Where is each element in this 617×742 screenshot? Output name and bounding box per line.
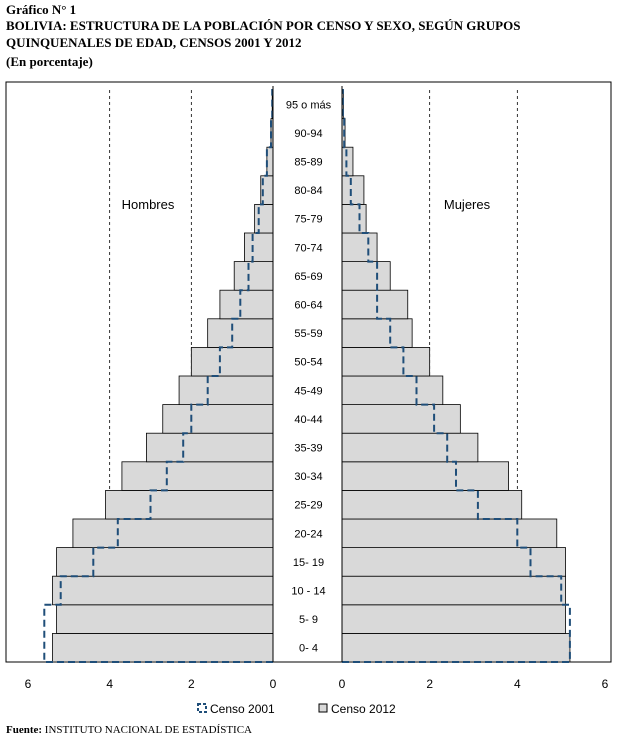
bar-2012-mujeres-65-69 — [341, 261, 391, 291]
figure-label: Gráfico N° 1 — [6, 2, 77, 17]
bar-2012-mujeres-20-24 — [341, 518, 558, 549]
bar-2012-mujeres-10-14 — [341, 575, 566, 606]
x-tick-left-4: 4 — [106, 677, 113, 691]
age-label-65-69: 65-69 — [294, 271, 322, 283]
bar-2012-hombres-35-39 — [146, 432, 274, 463]
bar-2012-mujeres-30-34 — [341, 461, 509, 491]
bar-2012-hombres-15-19 — [56, 547, 274, 577]
bar-2012-mujeres-0-4 — [341, 633, 571, 663]
bar-2012-hombres-25-29 — [105, 489, 274, 520]
bar-2012-mujeres-75-79 — [341, 203, 367, 234]
x-tick-right-0: 0 — [339, 677, 346, 691]
panel-label-hombres: Hombres — [122, 197, 175, 212]
x-tick-left-0: 0 — [270, 677, 277, 691]
age-label-90-94: 90-94 — [294, 128, 322, 140]
bar-2012-hombres-65-69 — [233, 261, 274, 291]
age-label-25-29: 25-29 — [294, 500, 322, 512]
age-label-30-34: 30-34 — [294, 471, 322, 483]
age-label-55-59: 55-59 — [294, 328, 322, 340]
bar-2012-mujeres-15-19 — [341, 547, 566, 577]
bar-2012-hombres-0-4 — [52, 633, 274, 663]
chart-title-line-2: QUINQUENALES DE EDAD, CENSOS 2001 Y 2012 — [6, 35, 302, 50]
x-tick-left-2: 2 — [188, 677, 195, 691]
chart-title-line-1: BOLIVIA: ESTRUCTURA DE LA POBLACIÓN POR … — [6, 18, 521, 33]
age-label-45-49: 45-49 — [294, 385, 322, 397]
source-label: Fuente: — [6, 724, 43, 736]
age-label-10-14: 10 - 14 — [291, 586, 325, 598]
bar-2012-mujeres-70-74 — [341, 232, 378, 263]
bar-2012-hombres-45-49 — [178, 375, 274, 406]
legend-label-censo-2001: Censo 2001 — [210, 702, 275, 716]
bar-2012-hombres-10-14 — [52, 575, 274, 606]
bar-2012-mujeres-55-59 — [341, 318, 413, 348]
bar-2012-hombres-40-44 — [162, 404, 274, 434]
x-tick-left-6: 6 — [25, 677, 32, 691]
legend-swatch-censo-2001 — [197, 703, 207, 713]
bar-2012-mujeres-60-64 — [341, 289, 409, 320]
outline-2001-mujeres — [341, 89, 571, 663]
source-text: INSTITUTO NACIONAL DE ESTADÍSTICA — [42, 724, 252, 736]
age-label-60-64: 60-64 — [294, 300, 322, 312]
age-label-0-4: 0- 4 — [299, 643, 318, 655]
chart-subtitle: (En porcentaje) — [6, 54, 93, 69]
bar-2012-hombres-50-54 — [190, 346, 274, 377]
x-axis-ticks: 6 4 2 0 0 2 4 6 — [25, 677, 609, 691]
age-label-80-84: 80-84 — [294, 185, 322, 197]
bar-2012-mujeres-35-39 — [341, 432, 479, 463]
x-tick-right-6: 6 — [602, 677, 609, 691]
bar-2012-mujeres-40-44 — [341, 404, 461, 434]
bar-2012-mujeres-50-54 — [341, 346, 431, 377]
bar-2012-hombres-20-24 — [72, 518, 274, 549]
age-label-75-79: 75-79 — [294, 214, 322, 226]
bar-2012-mujeres-80-84 — [341, 175, 365, 205]
age-label-95-o-m-s: 95 o más — [286, 99, 332, 111]
source-note: Fuente: INSTITUTO NACIONAL DE ESTADÍSTIC… — [6, 724, 252, 736]
age-label-50-54: 50-54 — [294, 357, 322, 369]
age-label-40-44: 40-44 — [294, 414, 322, 426]
age-label-85-89: 85-89 — [294, 157, 322, 169]
age-label-35-39: 35-39 — [294, 443, 322, 455]
age-label-70-74: 70-74 — [294, 242, 322, 254]
age-group-labels: 0- 4 5- 9 10 - 14 15- 19 20-24 25-29 30-34 35-3… — [286, 99, 332, 654]
bar-2012-mujeres-25-29 — [341, 489, 523, 520]
bar-2012-hombres-60-64 — [219, 289, 274, 320]
legend: Censo 2001 Censo 2012 — [197, 702, 396, 716]
axis-spines — [272, 86, 343, 662]
x-tick-right-2: 2 — [426, 677, 433, 691]
bar-2012-hombres-55-59 — [207, 318, 274, 348]
age-label-5-9: 5- 9 — [299, 614, 318, 626]
x-tick-right-4: 4 — [514, 677, 521, 691]
bar-2012-hombres-30-34 — [121, 461, 274, 491]
bar-2012-hombres-75-79 — [254, 203, 274, 234]
legend-label-censo-2012: Censo 2012 — [331, 702, 396, 716]
bar-2012-hombres-70-74 — [244, 232, 274, 263]
bar-2012-hombres-5-9 — [56, 604, 274, 634]
bar-2012-mujeres-5-9 — [341, 604, 566, 634]
bar-2012-mujeres-85-89 — [341, 146, 354, 177]
age-label-15-19: 15- 19 — [293, 557, 324, 569]
age-label-20-24: 20-24 — [294, 528, 322, 540]
bar-2012-mujeres-45-49 — [341, 375, 444, 406]
panel-label-mujeres: Mujeres — [444, 197, 491, 212]
census-2001-outlines — [43, 89, 571, 663]
legend-swatch-censo-2012 — [318, 703, 328, 713]
